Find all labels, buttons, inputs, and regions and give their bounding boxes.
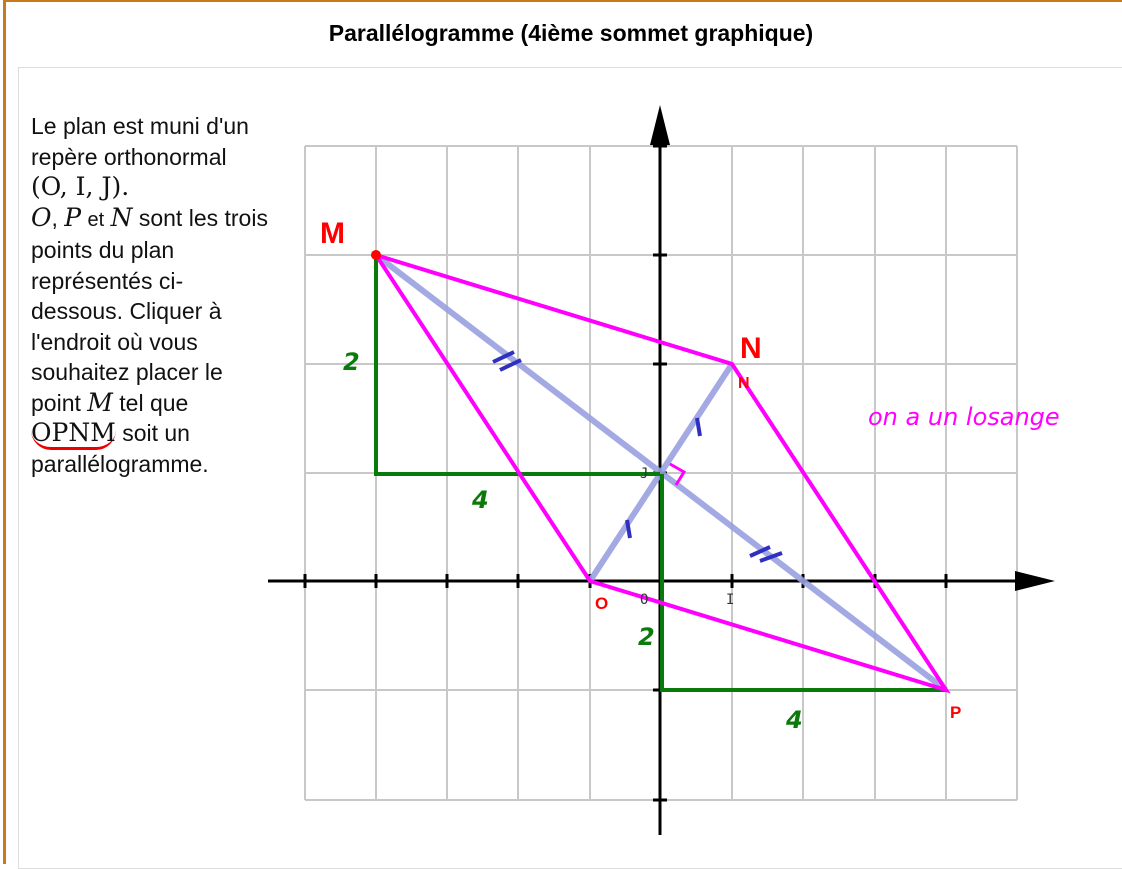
diagonals (374, 252, 948, 693)
label-O: O (595, 594, 608, 613)
label-P: P (950, 703, 961, 722)
label-M: M (320, 217, 345, 250)
annotation-4-bottom: 4 (785, 706, 803, 734)
diagonal-ON (587, 362, 735, 583)
label-N-small: N (738, 375, 750, 392)
annotation-4-left: 4 (471, 486, 489, 514)
handwritten-note: on a un losange (868, 403, 1060, 431)
parallelogram-OPNM (371, 251, 951, 694)
green-construction (374, 255, 946, 692)
axis-label-O: O (640, 592, 648, 608)
opnm-underlined: OPNM (31, 418, 116, 450)
point-M (371, 250, 381, 260)
y-arrow-icon (650, 105, 670, 145)
page-title: Parallélogramme (4ième sommet graphique) (328, 20, 814, 46)
right-angle-mark (669, 462, 687, 486)
axis-label-J: J (640, 466, 648, 482)
x-arrow-icon (1015, 571, 1055, 591)
instructions: Le plan est muni d'un repère orthonormal… (31, 113, 268, 477)
annotation-2-left: 2 (343, 348, 360, 376)
axis-label-I: I (726, 592, 734, 608)
window-frame (3, 0, 1122, 864)
axes (268, 135, 1020, 835)
label-N: N (740, 332, 762, 365)
equal-marks (492, 350, 783, 563)
annotation-2-bottom: 2 (638, 623, 655, 651)
